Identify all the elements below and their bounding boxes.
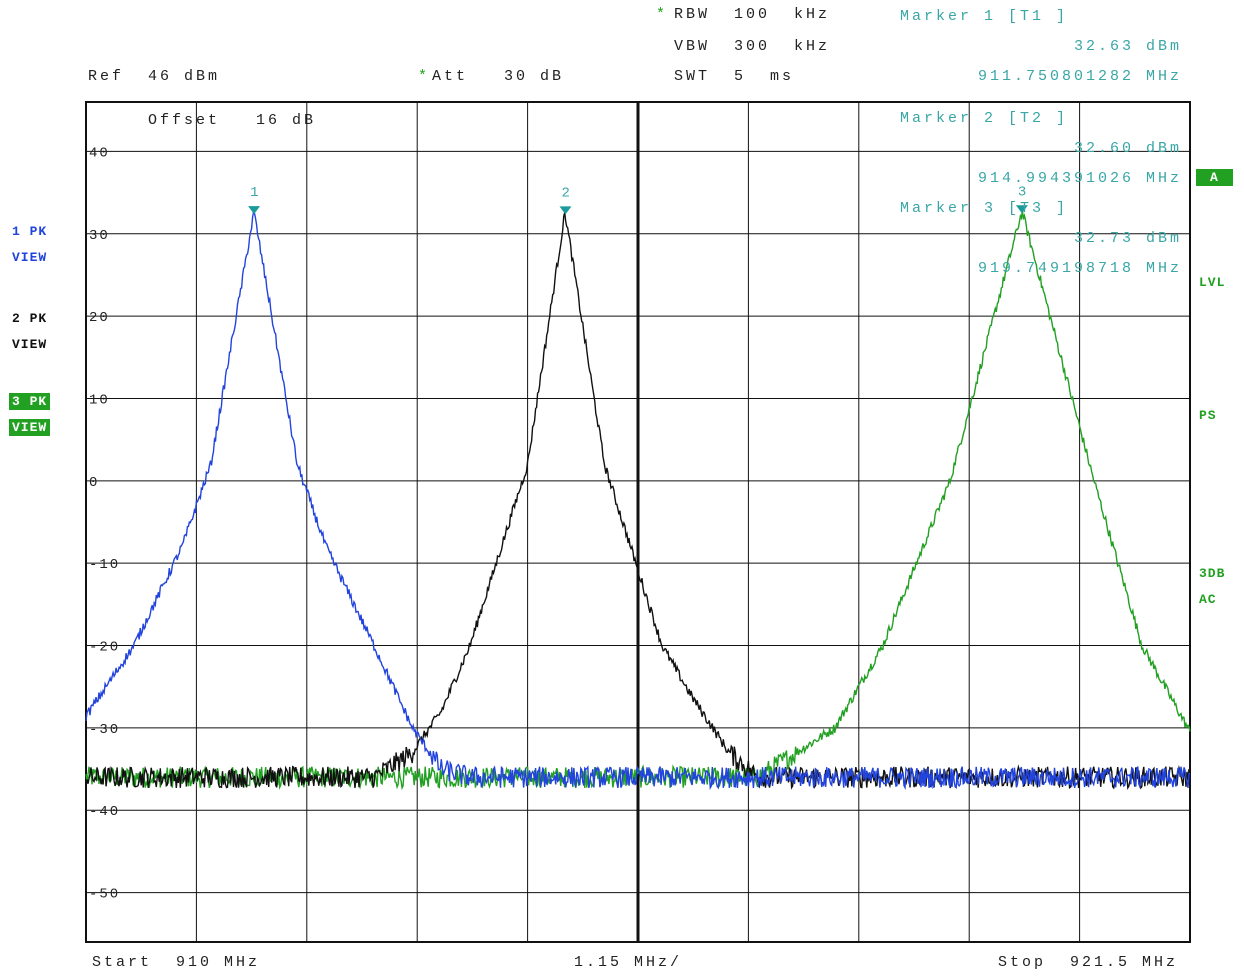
trace-1-mode[interactable]: 1 PK (12, 224, 48, 239)
y-tick-label: 20 (89, 310, 110, 326)
marker-1-title: Marker 1 [T1 ] (900, 8, 1069, 25)
marker-1-number: 1 (250, 185, 258, 201)
rbw-star: * (656, 6, 669, 23)
trace-3-mode[interactable]: 3 PK (9, 393, 51, 410)
span-per-div: 1.15 MHz/ (574, 954, 683, 971)
marker-1-freq: 911.750801282 MHz (977, 68, 1182, 85)
marker-3-level: 32.73 dBm (1073, 230, 1182, 247)
y-tick-label: -20 (89, 640, 120, 656)
y-tick-label: -40 (89, 804, 120, 820)
trace-2-view[interactable]: VIEW (12, 337, 48, 352)
start-frequency: Start 910 MHz (92, 954, 261, 971)
offset-label: Offset 16 dB (148, 112, 317, 129)
swt-readout: SWT 5 ms (674, 68, 795, 85)
marker-2-number: 2 (561, 185, 569, 201)
trace-1-line (85, 209, 1191, 791)
trace-1-view[interactable]: VIEW (12, 250, 48, 265)
y-tick-label: 30 (89, 228, 110, 244)
marker-1-triangle (248, 206, 261, 215)
att-star: * (418, 68, 431, 85)
rbw-readout: RBW 100 kHz (674, 6, 831, 23)
marker-3-freq: 919.749198718 MHz (977, 260, 1182, 277)
status-lvl: LVL (1199, 275, 1226, 290)
grid (85, 101, 1191, 943)
y-tick-label: -50 (89, 887, 120, 903)
status-ac: AC (1199, 592, 1217, 607)
y-tick-label: 10 (89, 392, 110, 408)
status-3db: 3DB (1199, 566, 1226, 581)
marker-3-number: 3 (1018, 184, 1026, 200)
y-tick-label: -10 (89, 557, 120, 573)
traces (85, 209, 1191, 791)
marker-2-title: Marker 2 [T2 ] (900, 110, 1069, 127)
y-axis-labels: 40 30 20 10 0 -10 -20 -30 -40 -50 (89, 145, 120, 903)
marker-2-level: 32.60 dBm (1073, 140, 1182, 157)
marker-1-level: 32.63 dBm (1073, 38, 1182, 55)
trace-2-mode[interactable]: 2 PK (12, 311, 48, 326)
status-ps: PS (1199, 408, 1217, 423)
marker-2-triangle (559, 206, 572, 215)
y-tick-label: -30 (89, 722, 120, 738)
marker-2-freq: 914.994391026 MHz (977, 170, 1182, 187)
attenuation: Att 30 dB (432, 68, 565, 85)
marker-3-title: Marker 3 [T3 ] (900, 200, 1069, 217)
vbw-readout: VBW 300 kHz (674, 38, 831, 55)
y-tick-label: 0 (89, 475, 99, 491)
marker-3-triangle (1015, 205, 1028, 214)
trace-3-view[interactable]: VIEW (9, 419, 51, 436)
stop-frequency: Stop 921.5 MHz (997, 954, 1178, 971)
status-a-badge: A (1196, 169, 1233, 186)
ref-level: Ref 46 dBm (88, 68, 221, 85)
y-tick-label: 40 (89, 145, 110, 161)
marker-symbols: 1 2 3 (248, 184, 1028, 215)
